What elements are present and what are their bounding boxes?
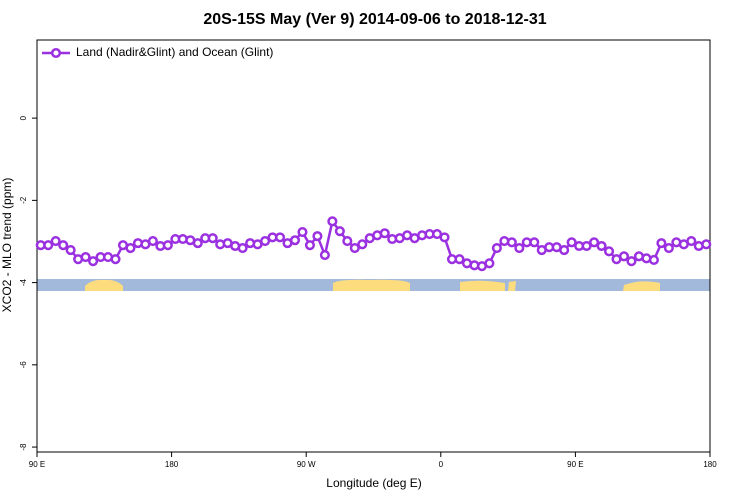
data-point: [207, 233, 218, 244]
x-tick-label: 90 E: [29, 460, 45, 469]
data-point: [604, 246, 615, 257]
data-point: [491, 243, 502, 254]
x-axis-title: Longitude (deg E): [326, 476, 421, 490]
data-point: [110, 254, 121, 265]
data-point: [559, 245, 570, 256]
land-band: [333, 279, 410, 291]
x-tick-label: 180: [703, 460, 717, 469]
x-tick-label: 90 W: [297, 460, 316, 469]
data-point: [484, 258, 495, 269]
land-band: [508, 281, 516, 291]
data-point: [656, 238, 667, 249]
land-band: [623, 281, 660, 291]
data-point: [192, 238, 203, 249]
data-point: [589, 237, 600, 248]
data-point: [289, 235, 301, 246]
data-point: [88, 256, 99, 267]
data-point: [686, 236, 697, 247]
data-point: [514, 243, 525, 254]
data-point: [319, 249, 330, 261]
land-ocean-mask: [37, 279, 710, 291]
data-point: [162, 240, 173, 251]
data-point: [596, 240, 607, 252]
data-point: [58, 240, 69, 251]
y-tick-label: 0: [19, 115, 28, 120]
data-point: [648, 254, 659, 266]
data-point: [663, 243, 674, 254]
data-point: [125, 243, 136, 254]
y-axis-title: XCO2 - MLO trend (ppm): [0, 178, 14, 313]
data-point: [439, 232, 450, 243]
data-point: [581, 240, 592, 252]
data-point: [147, 236, 158, 247]
data-point: [342, 236, 353, 247]
data-point: [379, 228, 390, 239]
data-point: [297, 226, 308, 238]
data-point: [260, 236, 271, 247]
data-point: [506, 237, 517, 248]
data-point: [274, 232, 286, 243]
y-tick-label: -4: [19, 278, 28, 286]
data-point: [454, 254, 465, 265]
y-tick-label: -6: [19, 361, 28, 369]
data-point: [566, 237, 577, 248]
x-tick-label: 90 E: [567, 460, 583, 469]
legend-marker: [50, 47, 62, 59]
chart-title: 20S-15S May (Ver 9) 2014-09-06 to 2018-1…: [203, 11, 546, 28]
x-tick-label: 0: [439, 460, 444, 469]
data-point: [304, 240, 315, 251]
data-point: [701, 239, 712, 250]
data-point: [529, 237, 540, 248]
data-point: [334, 226, 345, 237]
data-point: [80, 252, 91, 263]
data-point: [327, 216, 338, 227]
data-point: [626, 256, 637, 267]
x-tick-label: 180: [165, 460, 179, 469]
land-band: [460, 280, 505, 291]
legend-label: Land (Nadir&Glint) and Ocean (Glint): [76, 45, 273, 59]
y-tick-label: -8: [19, 443, 28, 451]
data-point: [65, 245, 76, 256]
data-point: [312, 231, 323, 242]
y-tick-label: -2: [19, 196, 28, 204]
data-point: [237, 243, 248, 254]
data-point: [357, 239, 368, 250]
land-band: [85, 279, 123, 291]
data-point: [43, 240, 54, 251]
data-point: [618, 251, 630, 262]
data-point: [50, 236, 61, 247]
data-point: [349, 243, 360, 254]
